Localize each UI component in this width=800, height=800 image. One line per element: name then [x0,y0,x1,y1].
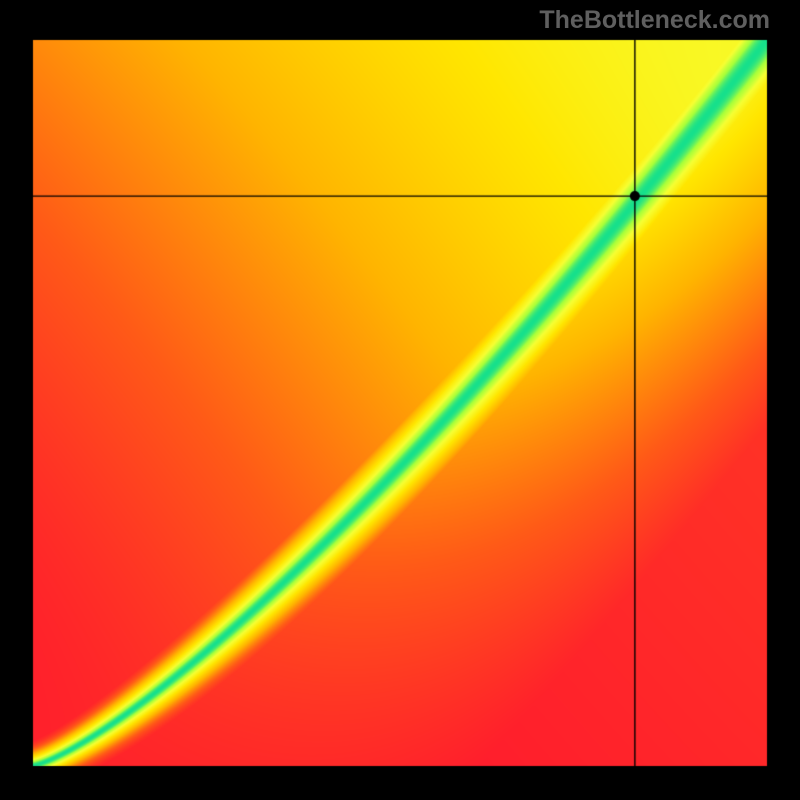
bottleneck-heatmap [0,0,800,800]
chart-container: TheBottleneck.com [0,0,800,800]
watermark-text: TheBottleneck.com [539,6,770,35]
